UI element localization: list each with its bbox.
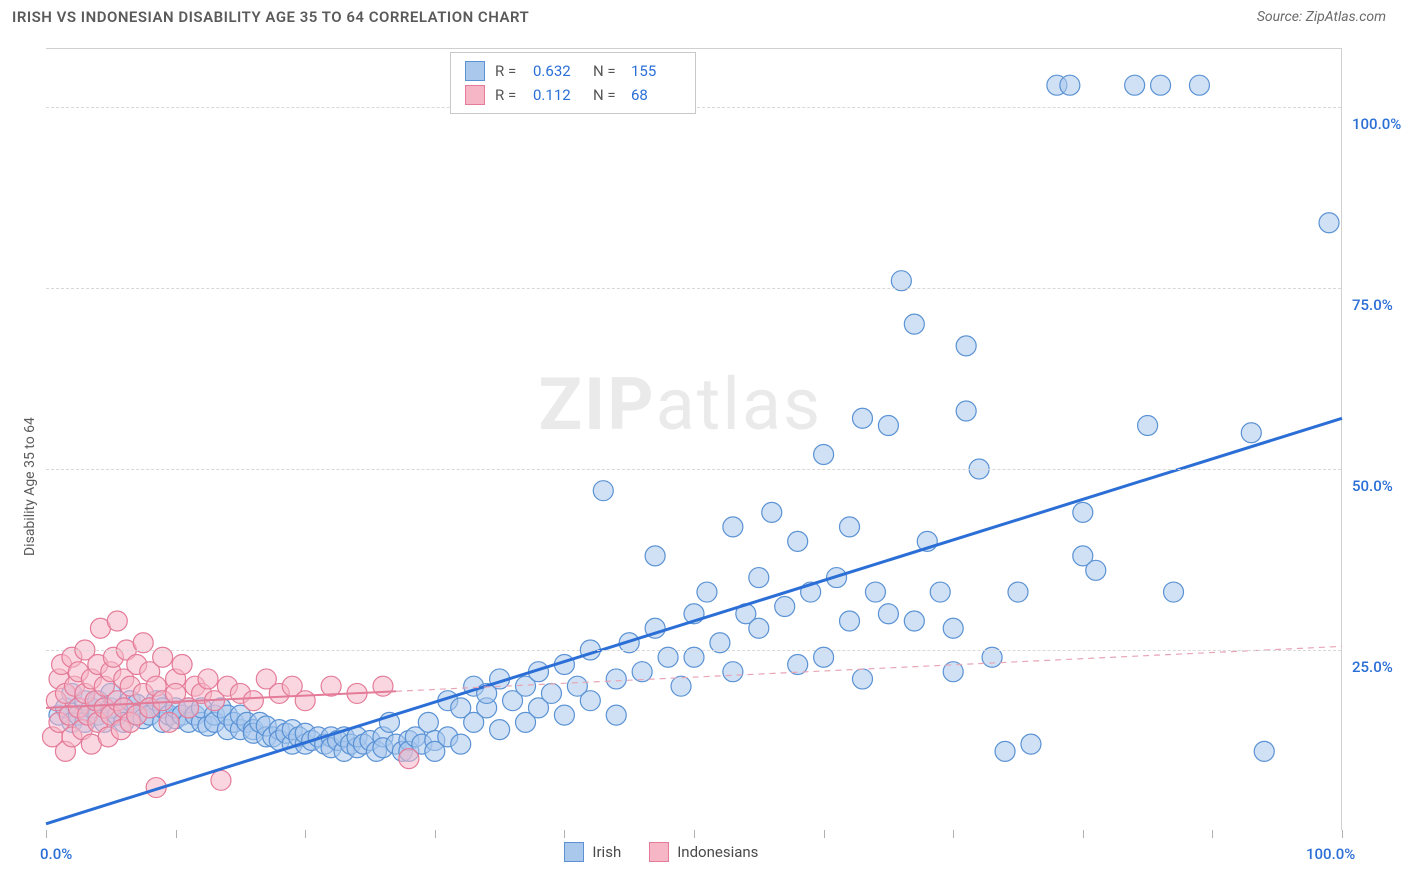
scatter-plot-svg <box>46 49 1342 831</box>
stat-r: 0.112 <box>533 86 583 104</box>
x-tick <box>46 830 47 838</box>
chart-title: IRISH VS INDONESIAN DISABILITY AGE 35 TO… <box>12 8 529 26</box>
data-point-blue <box>1254 741 1274 761</box>
data-point-blue <box>1164 582 1184 602</box>
data-point-blue <box>749 568 769 588</box>
x-tick <box>1212 830 1213 838</box>
x-tick <box>435 830 436 838</box>
gridline <box>46 650 1341 651</box>
data-point-blue <box>840 517 860 537</box>
data-point-blue <box>1241 423 1261 443</box>
data-point-blue <box>878 416 898 436</box>
swatch-blue <box>564 842 584 862</box>
x-tick <box>1083 830 1084 838</box>
x-tick <box>305 830 306 838</box>
data-point-blue <box>490 720 510 740</box>
data-point-blue <box>1073 502 1093 522</box>
stats-row-blue: R =0.632N =155 <box>465 59 681 83</box>
legend-label: Irish <box>592 843 621 861</box>
legend-item-pink: Indonesians <box>649 842 758 862</box>
data-point-blue <box>762 502 782 522</box>
data-point-blue <box>1008 582 1028 602</box>
data-point-blue <box>580 691 600 711</box>
data-point-blue <box>878 604 898 624</box>
data-point-blue <box>606 669 626 689</box>
data-point-blue <box>1125 75 1145 95</box>
data-point-blue <box>645 546 665 566</box>
legend-item-blue: Irish <box>564 842 621 862</box>
x-tick <box>564 830 565 838</box>
y-tick-label: 100.0% <box>1352 115 1401 133</box>
data-point-pink <box>399 749 419 769</box>
data-point-pink <box>172 654 192 674</box>
data-point-blue <box>749 618 769 638</box>
source-attribution: Source: ZipAtlas.com <box>1257 9 1386 25</box>
data-point-blue <box>1189 75 1209 95</box>
data-point-blue <box>865 582 885 602</box>
data-point-pink <box>198 669 218 689</box>
data-point-blue <box>593 481 613 501</box>
data-point-blue <box>956 336 976 356</box>
data-point-blue <box>852 669 872 689</box>
data-point-blue <box>943 618 963 638</box>
data-point-blue <box>1086 560 1106 580</box>
data-point-blue <box>1021 734 1041 754</box>
data-point-blue <box>995 741 1015 761</box>
data-point-blue <box>541 683 561 703</box>
gridline <box>46 469 1341 470</box>
data-point-blue <box>554 705 574 725</box>
swatch-pink <box>465 85 485 105</box>
data-point-blue <box>904 611 924 631</box>
data-point-blue <box>723 517 743 537</box>
y-axis-label: Disability Age 35 to 64 <box>22 417 38 556</box>
data-point-blue <box>606 705 626 725</box>
x-tick <box>1342 830 1343 838</box>
correlation-stats-legend: R =0.632N =155R =0.112N =68 <box>450 52 696 114</box>
swatch-pink <box>649 842 669 862</box>
data-point-pink <box>243 691 263 711</box>
data-point-blue <box>1319 213 1339 233</box>
data-point-pink <box>159 712 179 732</box>
trendline-irish <box>46 418 1342 823</box>
data-point-blue <box>1151 75 1171 95</box>
data-point-blue <box>671 676 691 696</box>
y-tick-label: 25.0% <box>1352 658 1393 676</box>
legend-label: Indonesians <box>677 843 758 861</box>
y-tick-label: 50.0% <box>1352 477 1393 495</box>
data-point-pink <box>211 770 231 790</box>
data-point-pink <box>107 611 127 631</box>
data-point-blue <box>814 444 834 464</box>
x-corner-label: 100.0% <box>1306 845 1355 863</box>
data-point-blue <box>723 662 743 682</box>
x-tick <box>824 830 825 838</box>
x-tick <box>176 830 177 838</box>
x-tick <box>694 830 695 838</box>
chart-plot-area: ZIPatlas 25.0%50.0%75.0%100.0%0.0%100.0% <box>46 48 1342 830</box>
swatch-blue <box>465 61 485 81</box>
stat-r: 0.632 <box>533 62 583 80</box>
data-point-blue <box>418 712 438 732</box>
stat-n: 155 <box>631 62 681 80</box>
data-point-blue <box>788 531 808 551</box>
data-point-blue <box>697 582 717 602</box>
x-corner-label: 0.0% <box>40 845 72 863</box>
gridline <box>46 288 1341 289</box>
data-point-blue <box>930 582 950 602</box>
data-point-blue <box>451 734 471 754</box>
data-point-blue <box>852 408 872 428</box>
data-point-blue <box>775 597 795 617</box>
series-legend: Irish Indonesians <box>564 842 758 862</box>
data-point-blue <box>1060 75 1080 95</box>
y-tick-label: 75.0% <box>1352 296 1393 314</box>
data-point-blue <box>904 314 924 334</box>
stat-n: 68 <box>631 86 681 104</box>
stats-row-pink: R =0.112N =68 <box>465 83 681 107</box>
data-point-blue <box>956 401 976 421</box>
data-point-blue <box>840 611 860 631</box>
data-point-blue <box>1138 416 1158 436</box>
x-tick <box>953 830 954 838</box>
data-point-pink <box>295 691 315 711</box>
